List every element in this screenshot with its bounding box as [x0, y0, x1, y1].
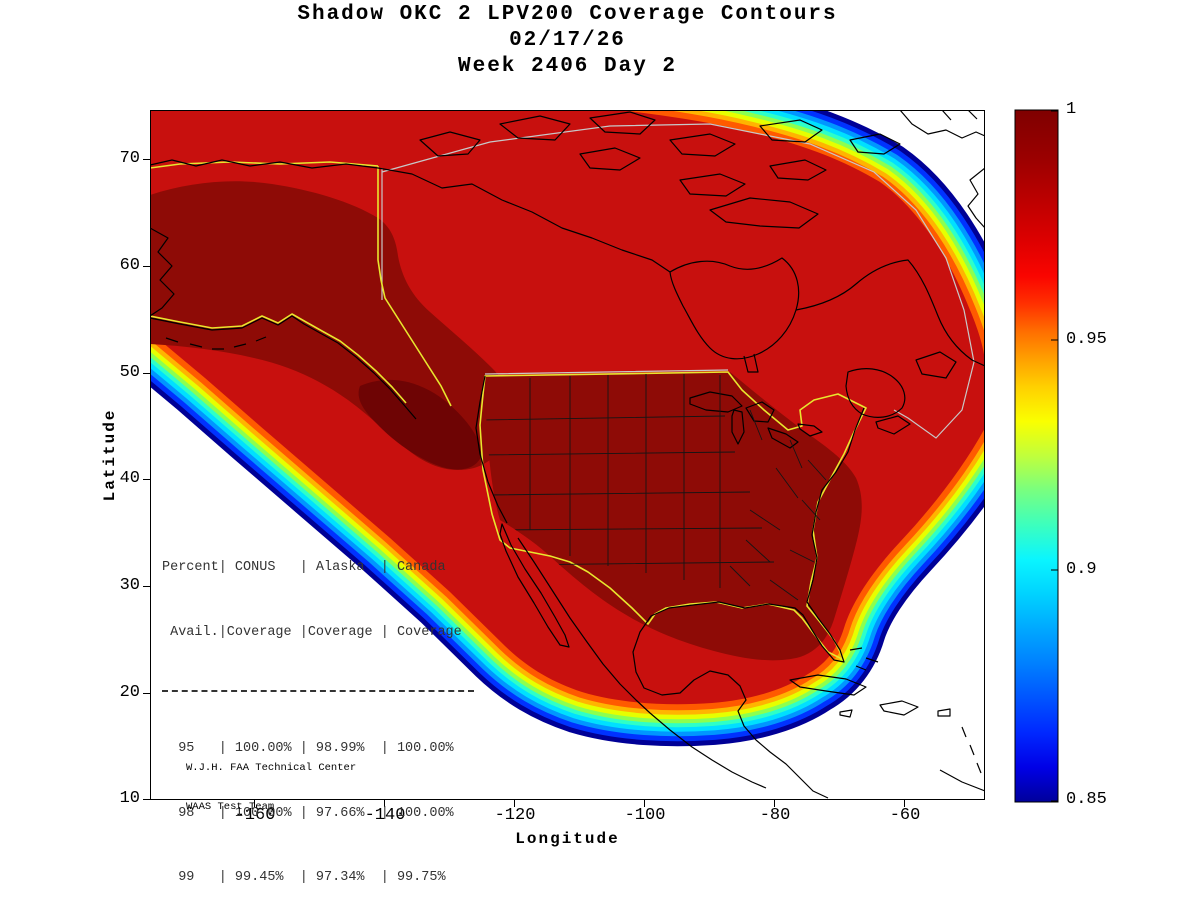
credit-line-1: W.J.H. FAA Technical Center — [186, 762, 357, 774]
caribbean-islands — [789, 647, 985, 792]
x-tick-mark — [904, 800, 905, 807]
y-tick-mark — [143, 159, 150, 160]
highest-availability-core — [358, 379, 482, 470]
gulf-st-lawrence — [845, 351, 957, 435]
x-tick-label: -160 — [234, 806, 276, 825]
arctic-coast — [150, 159, 671, 273]
labrador-coast — [795, 259, 985, 367]
title-block: Shadow OKC 2 LPV200 Coverage Contours 02… — [150, 2, 985, 80]
east-gulf-centam-coast — [632, 407, 865, 799]
x-tick-mark — [644, 800, 645, 807]
coverage-map — [150, 110, 985, 800]
baja-peninsula — [499, 523, 570, 648]
hudson-bay — [669, 257, 800, 373]
canada-boundary — [381, 123, 975, 439]
x-tick-label: -60 — [889, 806, 921, 825]
arctic-islands — [419, 111, 901, 229]
credit-line-2: WAAS Test Team — [186, 801, 275, 813]
page-title: Shadow OKC 2 LPV200 Coverage Contours — [297, 3, 838, 26]
table-row: 98 | 100.00% | 97.66% | 100.00% — [162, 805, 454, 821]
y-tick-mark — [143, 266, 150, 267]
y-tick-mark — [143, 586, 150, 587]
y-tick-label: 10 — [119, 789, 140, 808]
y-tick-label: 30 — [119, 576, 140, 595]
x-tick-mark — [514, 800, 515, 807]
colorbar-label-1: 1 — [1066, 100, 1077, 119]
alaska-south-coast — [150, 315, 417, 420]
coverage-table: Percent| CONUS | Alaska | Canada Avail.|… — [162, 514, 474, 900]
colorbar-label-095: 0.95 — [1066, 330, 1107, 349]
coastlines — [150, 110, 985, 799]
y-tick-mark — [143, 479, 150, 480]
y-tick-mark — [143, 373, 150, 374]
x-tick-mark — [774, 800, 775, 807]
x-tick-label: -80 — [759, 806, 791, 825]
y-axis-label: Latitude — [101, 408, 119, 502]
colorbar-label-085: 0.85 — [1066, 790, 1107, 809]
table-header-row: Avail.|Coverage |Coverage | Coverage — [162, 624, 462, 640]
colorbar-label-09: 0.9 — [1066, 560, 1097, 579]
mexico-west-coast — [517, 537, 767, 789]
x-tick-label: -100 — [624, 806, 666, 825]
great-lakes — [689, 391, 823, 449]
table-row: 99 | 99.45% | 97.34% | 99.75% — [162, 870, 446, 885]
x-tick-label: -140 — [364, 806, 406, 825]
us-west-coast — [475, 375, 508, 524]
y-tick-mark — [143, 693, 150, 694]
table-header-row: Percent| CONUS | Alaska | Canada — [162, 560, 446, 575]
y-tick-label: 20 — [119, 683, 140, 702]
greenland-coast — [899, 110, 985, 229]
colorbar-ticks — [1051, 110, 1058, 802]
y-tick-label: 50 — [119, 363, 140, 382]
state-borders — [485, 374, 827, 601]
alaska-west-coast — [150, 227, 175, 317]
y-tick-mark — [143, 799, 150, 800]
plot-frame — [150, 110, 985, 800]
y-tick-label: 40 — [119, 469, 140, 488]
colorbar-gradient — [1014, 109, 1059, 803]
x-tick-mark — [254, 800, 255, 807]
alaska-boundary — [150, 161, 452, 407]
coverage-contours — [150, 110, 985, 747]
y-tick-label: 70 — [119, 149, 140, 168]
high-availability-region-conus — [485, 372, 862, 661]
title-date: 02/17/26 — [509, 29, 626, 52]
credit-block: W.J.H. FAA Technical Center WAAS Test Te… — [186, 736, 356, 840]
aleutian-islands — [165, 336, 267, 350]
y-tick-label: 60 — [119, 256, 140, 275]
x-tick-mark — [384, 800, 385, 807]
x-tick-label: -120 — [494, 806, 536, 825]
table-separator — [162, 690, 474, 692]
title-week-day: Week 2406 Day 2 — [457, 55, 678, 78]
colorbar — [1014, 109, 1059, 803]
x-axis-label: Longitude — [515, 830, 620, 848]
table-row: 95 | 100.00% | 98.99% | 100.00% — [162, 741, 454, 756]
